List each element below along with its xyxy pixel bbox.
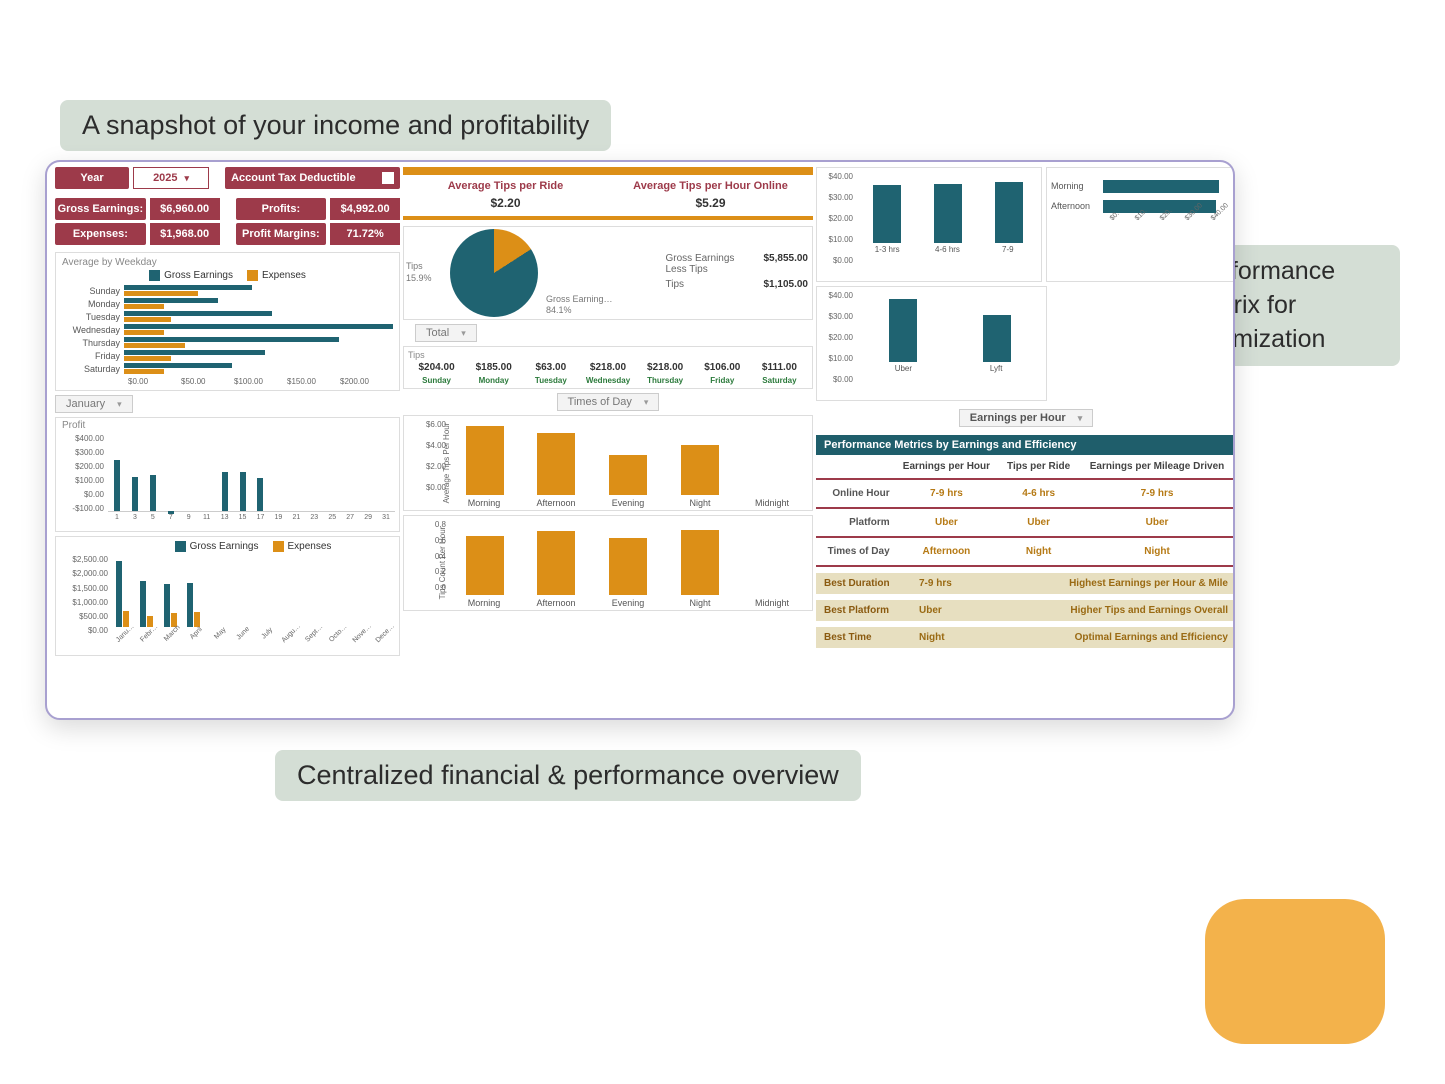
chart-title: Average by Weekday: [62, 257, 393, 268]
tax-deductible-toggle[interactable]: Account Tax Deductible: [225, 167, 400, 189]
tax-deductible-label: Account Tax Deductible: [231, 172, 355, 184]
avg-tips-per-hour-chart: Average Tips Per Hour $6.00$4.00$2.00$0.…: [403, 415, 813, 511]
weekday-row: Friday: [62, 349, 393, 362]
expenses-label: Expenses:: [55, 223, 146, 245]
year-label: Year: [55, 167, 129, 189]
performance-matrix-table: Earnings per HourTips per RideEarnings p…: [816, 455, 1235, 567]
avg-by-weekday-chart: Average by Weekday Gross Earnings Expens…: [55, 252, 400, 391]
margins-value: 71.72%: [330, 223, 400, 245]
weekday-row: Monday: [62, 297, 393, 310]
weekday-row: Wednesday: [62, 323, 393, 336]
tips-count-per-hour-chart: Tips Count Per Hour 0.80.60.40.20.0 Morn…: [403, 515, 813, 611]
earnings-by-daypart-chart: MorningAfternoon $0.$10.$20.$30.00$40.00: [1046, 167, 1235, 282]
profit-daily-chart: Profit $400.00$300.00$200.00$100.00$0.00…: [55, 417, 400, 532]
profits-value: $4,992.00: [330, 198, 400, 220]
chart-legend: Gross Earnings Expenses: [111, 541, 395, 552]
gross-earnings-value: $6,960.00: [150, 198, 220, 220]
earnings-per-hour-selector[interactable]: Earnings per Hour: [959, 409, 1094, 427]
middle-column: Average Tips per Ride Average Tips per H…: [403, 167, 813, 713]
total-selector[interactable]: Total: [415, 324, 477, 342]
times-of-day-selector[interactable]: Times of Day: [557, 393, 660, 411]
profits-label: Profits:: [236, 198, 327, 220]
margins-label: Profit Margins:: [236, 223, 327, 245]
earnings-by-hours-chart: $40.00$30.00$20.00$10.00$0.00 1-3 hrs4-6…: [816, 167, 1042, 282]
month-selector[interactable]: January: [55, 395, 133, 413]
decorative-blob: [1205, 899, 1385, 1044]
right-column: $40.00$30.00$20.00$10.00$0.00 1-3 hrs4-6…: [816, 167, 1235, 713]
highlight-row: Best PlatformUberHigher Tips and Earning…: [816, 600, 1235, 621]
avg-tips-ride-label: Average Tips per Ride: [403, 180, 608, 192]
highlight-row: Best Duration7-9 hrsHighest Earnings per…: [816, 573, 1235, 594]
monthly-earnings-chart: Gross Earnings Expenses $2,500.00$2,000.…: [55, 536, 400, 656]
dashboard-window: Year 2025 Account Tax Deductible Gross E…: [45, 160, 1235, 720]
tips-by-day-table: Tips $204.00$185.00$63.00$218.00$218.00$…: [403, 346, 813, 389]
earnings-pie-chart: Tips 15.9% Gross Earning… 84.1% Gross Ea…: [403, 226, 813, 320]
callout-top: A snapshot of your income and profitabil…: [60, 100, 611, 151]
tips-header: Average Tips per Ride Average Tips per H…: [403, 178, 813, 194]
avg-tips-hour-label: Average Tips per Hour Online: [608, 180, 813, 192]
earnings-by-platform-chart: $40.00$30.00$20.00$10.00$0.00 UberLyft: [816, 286, 1047, 401]
expenses-value: $1,968.00: [150, 223, 220, 245]
callout-bottom: Centralized financial & performance over…: [275, 750, 861, 801]
left-column: Year 2025 Account Tax Deductible Gross E…: [55, 167, 400, 713]
weekday-row: Thursday: [62, 336, 393, 349]
weekday-row: Sunday: [62, 284, 393, 297]
year-selector[interactable]: 2025: [133, 167, 209, 189]
chart-title: Profit: [62, 420, 85, 431]
gross-earnings-label: Gross Earnings:: [55, 198, 146, 220]
avg-tips-hour-value: $5.29: [608, 196, 813, 210]
divider: [403, 167, 813, 175]
pie-icon: [450, 229, 538, 317]
avg-tips-ride-value: $2.20: [403, 196, 608, 210]
weekday-row: Saturday: [62, 362, 393, 375]
weekday-row: Tuesday: [62, 310, 393, 323]
chart-legend: Gross Earnings Expenses: [62, 270, 393, 281]
performance-metrics-header: Performance Metrics by Earnings and Effi…: [816, 435, 1235, 455]
checkbox-icon: [382, 172, 394, 184]
divider: [403, 216, 813, 220]
highlight-row: Best TimeNightOptimal Earnings and Effic…: [816, 627, 1235, 648]
